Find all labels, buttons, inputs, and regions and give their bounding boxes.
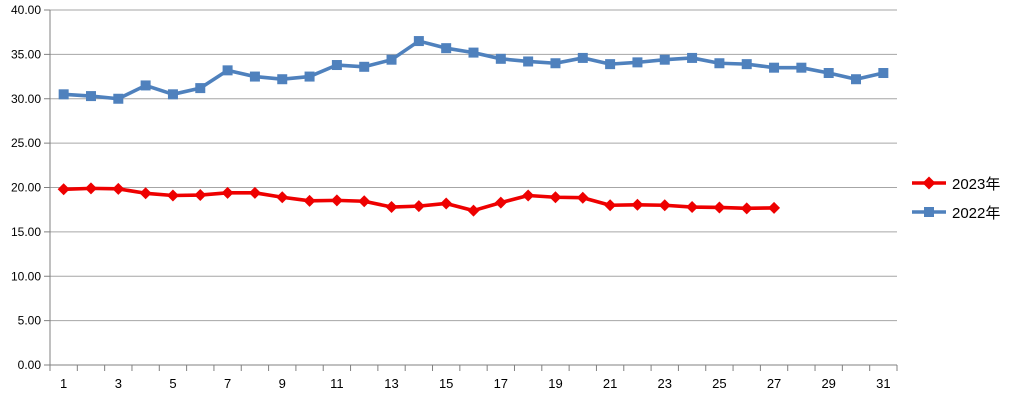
- data-point-marker: [823, 68, 834, 79]
- legend-square-marker-icon: [924, 207, 934, 217]
- x-tick-label: 21: [603, 376, 617, 391]
- data-point-marker: [687, 52, 698, 63]
- data-point-marker: [167, 89, 178, 100]
- legend-diamond-marker-icon: [922, 176, 936, 190]
- data-point-marker: [577, 52, 588, 63]
- data-point-marker: [249, 71, 260, 82]
- data-point-marker: [549, 191, 562, 204]
- data-point-marker: [222, 65, 233, 76]
- data-point-marker: [740, 202, 753, 215]
- series-2022: [58, 36, 889, 104]
- data-point-marker: [522, 189, 535, 202]
- data-point-marker: [386, 54, 397, 65]
- y-tick-label: 30.00: [11, 92, 41, 106]
- legend: 2023年 2022年: [912, 172, 1000, 223]
- data-point-marker: [139, 187, 152, 200]
- data-point-marker: [741, 59, 752, 70]
- legend-label-2022: 2022年: [952, 204, 1001, 222]
- x-tick-label: 3: [115, 376, 122, 391]
- data-point-marker: [659, 54, 670, 65]
- data-point-marker: [494, 196, 507, 209]
- x-tick-label: 31: [876, 376, 890, 391]
- y-tick-label: 40.00: [11, 3, 41, 17]
- data-point-marker: [84, 182, 97, 195]
- x-tick-label: 5: [169, 376, 176, 391]
- data-point-marker: [248, 186, 261, 199]
- data-point-marker: [221, 186, 234, 199]
- data-point-marker: [713, 201, 726, 214]
- data-point-marker: [878, 68, 889, 79]
- data-point-marker: [467, 204, 480, 217]
- y-tick-label: 25.00: [11, 136, 41, 150]
- y-tick-label: 0.00: [18, 358, 42, 372]
- data-point-marker: [495, 53, 506, 64]
- data-point-marker: [277, 74, 288, 85]
- y-tick-label: 20.00: [11, 181, 41, 195]
- data-point-marker: [796, 62, 807, 73]
- data-point-marker: [412, 200, 425, 213]
- series-2023: [57, 182, 781, 217]
- data-point-marker: [330, 194, 343, 207]
- y-tick-label: 35.00: [11, 47, 41, 61]
- data-point-marker: [851, 74, 862, 85]
- x-tick-label: 9: [279, 376, 286, 391]
- data-point-marker: [85, 91, 96, 102]
- y-tick-label: 15.00: [11, 225, 41, 239]
- data-point-marker: [468, 47, 479, 58]
- x-tick-label: 1: [60, 376, 67, 391]
- x-tick-label: 29: [821, 376, 835, 391]
- data-point-marker: [140, 80, 151, 91]
- x-tick-label: 13: [384, 376, 398, 391]
- x-tick-label: 15: [439, 376, 453, 391]
- data-point-marker: [276, 191, 289, 204]
- data-point-marker: [112, 182, 125, 195]
- data-point-marker: [714, 58, 725, 69]
- data-point-marker: [331, 60, 342, 71]
- x-tick-label: 23: [658, 376, 672, 391]
- y-tick-label: 5.00: [18, 314, 42, 328]
- data-point-marker: [385, 201, 398, 214]
- data-point-marker: [194, 189, 207, 202]
- legend-label-2023: 2023年: [952, 175, 1001, 193]
- data-point-marker: [195, 83, 206, 94]
- x-tick-label: 11: [330, 376, 344, 391]
- data-point-marker: [769, 62, 780, 73]
- data-point-marker: [604, 199, 617, 212]
- legend-item-2022: 2022年: [912, 201, 1000, 223]
- y-tick-label: 10.00: [11, 269, 41, 283]
- data-point-marker: [768, 201, 781, 214]
- data-point-marker: [686, 201, 699, 214]
- data-point-marker: [303, 194, 316, 207]
- data-point-marker: [523, 56, 534, 67]
- data-point-marker: [631, 198, 644, 211]
- data-point-marker: [413, 36, 424, 47]
- x-tick-label: 19: [548, 376, 562, 391]
- data-point-marker: [658, 199, 671, 212]
- data-point-marker: [441, 43, 452, 54]
- legend-item-2023: 2023年: [912, 172, 1000, 194]
- x-tick-label: 17: [494, 376, 508, 391]
- data-point-marker: [166, 189, 179, 202]
- data-point-marker: [440, 197, 453, 210]
- x-tick-label: 27: [767, 376, 781, 391]
- data-point-marker: [113, 93, 124, 104]
- data-point-marker: [605, 59, 616, 70]
- data-point-marker: [358, 195, 371, 208]
- data-point-marker: [57, 183, 70, 196]
- x-tick-label: 7: [224, 376, 231, 391]
- data-point-marker: [550, 58, 561, 69]
- x-tick-label: 25: [712, 376, 726, 391]
- data-point-marker: [632, 57, 643, 68]
- data-point-marker: [576, 191, 589, 204]
- data-point-marker: [359, 61, 370, 72]
- legend-swatch-0: [912, 176, 946, 190]
- data-point-marker: [304, 71, 315, 82]
- data-point-marker: [58, 89, 69, 100]
- legend-swatch-1: [912, 207, 946, 217]
